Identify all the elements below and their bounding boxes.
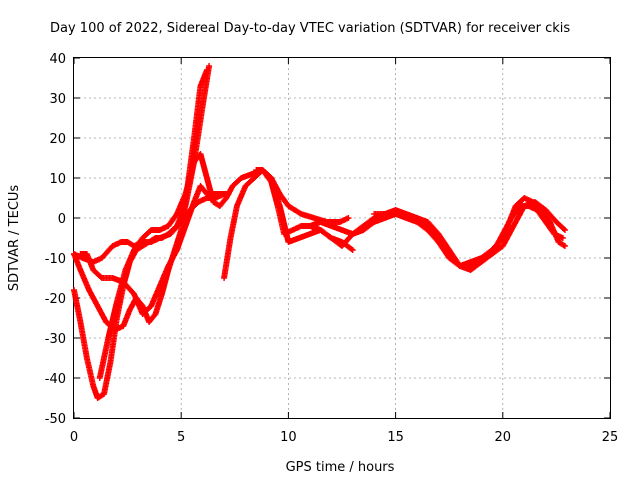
x-tick-label: 0 [70, 430, 78, 445]
data-markers [71, 63, 568, 401]
x-tick-label: 5 [177, 430, 185, 445]
series-track-2 [71, 63, 213, 401]
marker-trace [371, 195, 568, 269]
marker-trace [77, 183, 232, 317]
series-track-9 [371, 195, 568, 269]
y-tick-label: -40 [45, 372, 66, 387]
x-tick-label: 20 [495, 430, 512, 445]
x-tick-label: 10 [280, 430, 297, 445]
x-tick-label: 25 [602, 430, 619, 445]
x-axis: 0 5 10 15 20 25 [70, 58, 618, 445]
y-tick-label: -20 [45, 292, 66, 307]
marker-trace [306, 199, 568, 273]
y-tick-label: -10 [45, 252, 66, 267]
series-track-4 [77, 183, 232, 317]
y-tick-label: 30 [49, 92, 66, 107]
marker-trace [71, 191, 228, 265]
y-tick-label: 20 [49, 132, 66, 147]
y-axis-label: SDTVAR / TECUs [7, 185, 22, 292]
y-tick-label: -50 [45, 412, 66, 427]
plot-frame [73, 57, 611, 419]
chart-title: Day 100 of 2022, Sidereal Day-to-day VTE… [50, 21, 570, 36]
y-tick-label: 10 [49, 172, 66, 187]
y-tick-label: 40 [49, 52, 66, 67]
marker-trace [71, 63, 213, 401]
y-axis: -50 -40 -30 -20 -10 0 10 20 30 40 [45, 52, 610, 427]
x-axis-label: GPS time / hours [286, 460, 395, 475]
x-tick-label: 15 [387, 430, 404, 445]
series-track-1 [71, 191, 228, 265]
y-tick-label: -30 [45, 332, 66, 347]
series-track-8 [306, 199, 568, 273]
y-tick-label: 0 [58, 212, 66, 227]
